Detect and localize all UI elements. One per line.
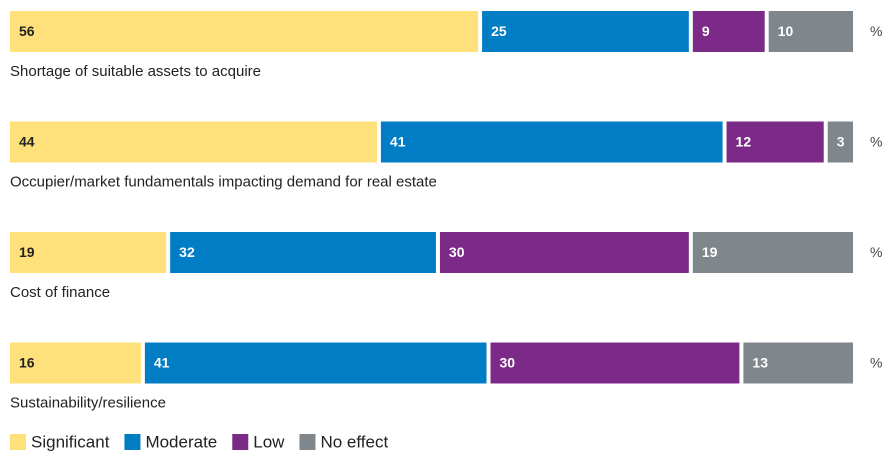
bar-segment <box>743 342 853 384</box>
value-label: 41 <box>154 355 170 371</box>
bar-segment <box>380 121 723 163</box>
bar-segment <box>10 121 377 163</box>
value-label: 30 <box>449 244 465 260</box>
value-label: 56 <box>19 23 35 39</box>
bar-segment <box>482 11 689 52</box>
bar-segment <box>768 11 853 52</box>
legend-swatch <box>10 434 26 450</box>
bar-segment <box>10 232 167 273</box>
unit-label: % <box>870 244 882 260</box>
category-label: Shortage of suitable assets to acquire <box>10 63 261 80</box>
legend-label: Moderate <box>145 432 217 451</box>
unit-label: % <box>870 355 882 371</box>
bar-segment <box>439 232 689 273</box>
unit-label: % <box>870 23 882 39</box>
value-label: 9 <box>702 23 710 39</box>
bar-segment <box>10 11 479 52</box>
bar-segment <box>827 121 853 163</box>
value-label: 10 <box>778 23 794 39</box>
legend-label: No effect <box>320 432 388 451</box>
bar-segment <box>170 232 436 273</box>
value-label: 16 <box>19 355 35 371</box>
legend-swatch <box>299 434 316 450</box>
unit-label: % <box>870 134 882 150</box>
value-label: 41 <box>390 134 406 150</box>
value-label: 19 <box>19 244 35 260</box>
value-label: 30 <box>500 355 516 371</box>
legend-label: Low <box>253 432 285 451</box>
value-label: 3 <box>837 134 845 150</box>
value-label: 25 <box>491 23 507 39</box>
category-label: Occupier/market fundamentals impacting d… <box>10 173 437 190</box>
value-label: 13 <box>752 355 768 371</box>
bar-segment <box>692 11 765 52</box>
bar-segment <box>10 342 141 384</box>
value-label: 19 <box>702 244 718 260</box>
value-label: 12 <box>736 134 752 150</box>
legend-swatch <box>124 434 141 450</box>
category-label: Sustainability/resilience <box>10 394 166 411</box>
value-label: 44 <box>19 134 35 150</box>
bar-segment <box>726 121 824 163</box>
bar-segment <box>692 232 853 273</box>
legend-label: Significant <box>31 432 110 451</box>
legend-swatch <box>232 434 249 450</box>
value-label: 32 <box>179 244 195 260</box>
bar-segment <box>490 342 740 384</box>
category-label: Cost of finance <box>10 284 110 301</box>
bar-segment <box>144 342 487 384</box>
